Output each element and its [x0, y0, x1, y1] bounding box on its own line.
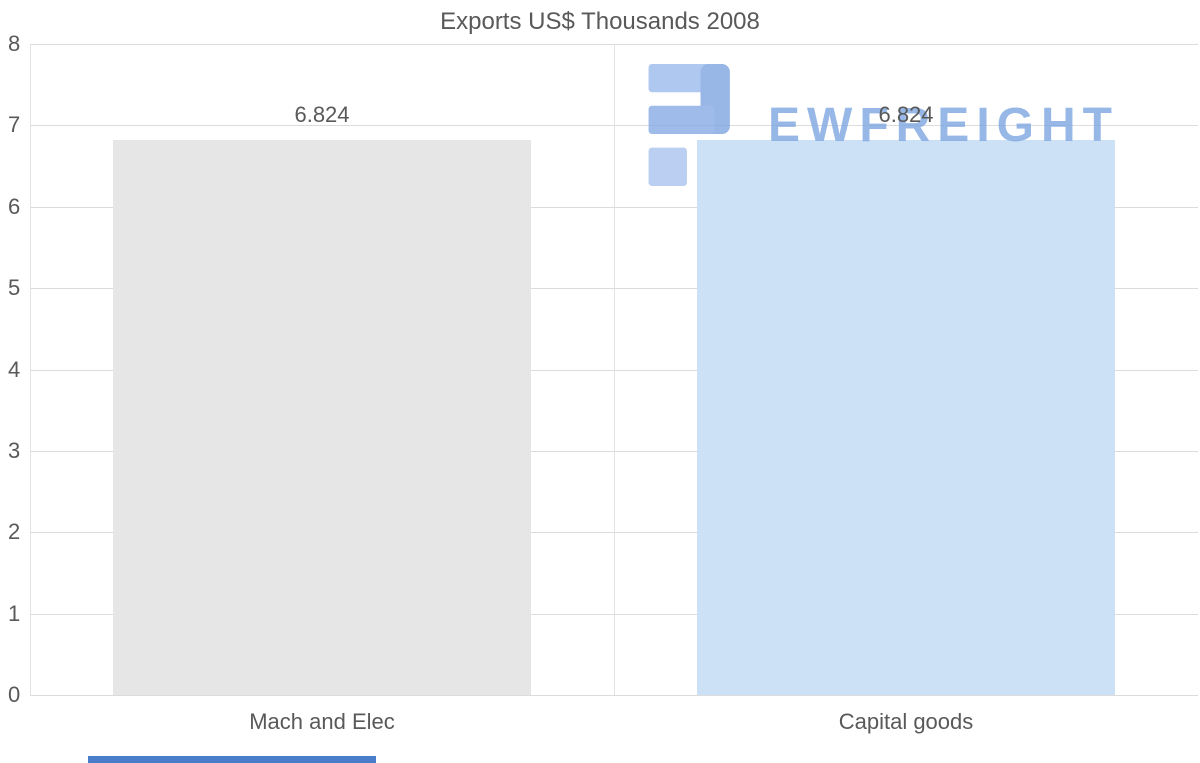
gridline [30, 695, 1198, 696]
y-tick-label: 2 [8, 519, 21, 545]
bottom-accent-strip [88, 756, 376, 763]
y-tick-label: 4 [8, 356, 21, 382]
y-tick-label: 6 [8, 193, 21, 219]
x-tick-label: Capital goods [838, 709, 974, 734]
y-tick-label: 0 [8, 682, 21, 707]
chart-title: Exports US$ Thousands 2008 [440, 8, 760, 35]
plot-area: 6.824 6.824 [30, 44, 1198, 696]
y-tick-label: 1 [8, 600, 21, 626]
y-tick-label: 8 [8, 31, 21, 56]
bar [697, 139, 1115, 695]
y-tick-label: 3 [8, 437, 21, 463]
x-tick-label: Mach and Elec [249, 709, 395, 734]
y-tick-label: 7 [8, 112, 21, 138]
category-separator-line [614, 44, 615, 695]
y-tick-label: 5 [8, 275, 21, 301]
bar-value-label: 6.824 [878, 101, 934, 127]
y-axis-line [30, 44, 31, 695]
bar [113, 139, 531, 695]
bar-value-label: 6.824 [294, 101, 350, 127]
